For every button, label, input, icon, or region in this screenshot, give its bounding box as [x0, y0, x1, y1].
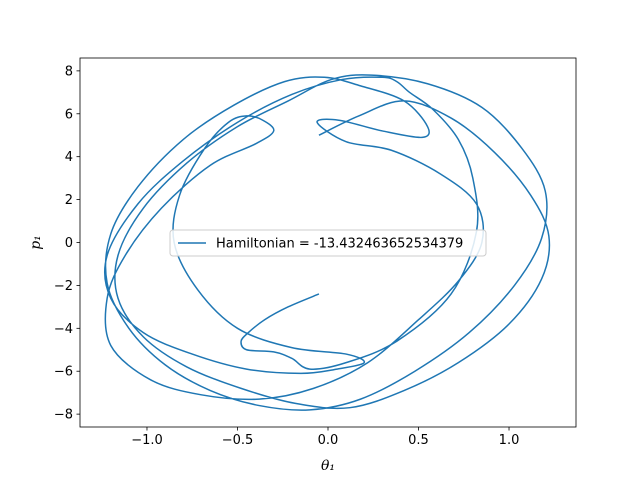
y-tick-label: −2	[54, 279, 73, 294]
y-tick-label: 6	[65, 107, 73, 122]
y-tick-label: 2	[65, 193, 73, 208]
legend-box	[169, 229, 487, 257]
x-axis-label: θ₁	[321, 458, 335, 474]
y-tick-label: 8	[65, 64, 73, 79]
y-tick-label: 0	[65, 236, 73, 251]
x-tick-label: −0.5	[222, 433, 254, 448]
legend: Hamiltonian = -13.432463652534379	[169, 229, 487, 257]
legend-entry-label: Hamiltonian = -13.432463652534379	[216, 237, 463, 252]
x-tick-label: −1.0	[131, 433, 163, 448]
x-tick-label: 0.5	[408, 433, 429, 448]
y-tick-label: −8	[54, 408, 73, 423]
y-axis-label: p₁	[28, 235, 44, 250]
y-tick-label: −6	[54, 365, 73, 380]
y-tick-label: −4	[54, 322, 73, 337]
y-tick-label: 4	[65, 150, 73, 165]
x-tick-label: 1.0	[499, 433, 520, 448]
x-tick-label: 0.0	[318, 433, 339, 448]
axes: −1.0 −0.5 0.0 0.5 1.0 −8 −6 −4 −2 0 2 4 6 8	[54, 57, 577, 448]
